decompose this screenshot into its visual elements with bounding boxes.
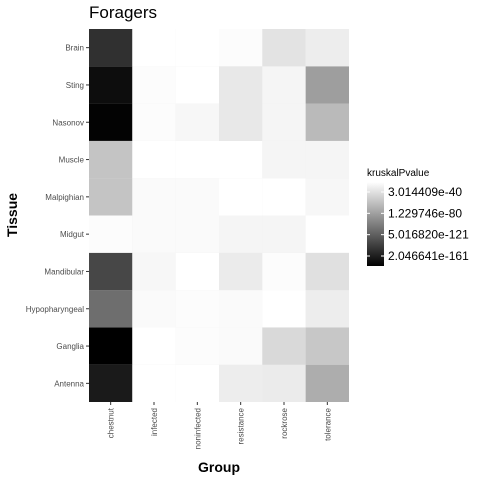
heatmap-cell <box>89 327 133 365</box>
heatmap-cell <box>219 327 263 365</box>
heatmap-cell <box>175 290 219 328</box>
y-tick-label: Malpighian <box>45 193 84 202</box>
heatmap-cell <box>175 66 219 104</box>
heatmap-cell <box>89 215 133 253</box>
heatmap-cell <box>219 178 263 216</box>
heatmap-cell <box>175 103 219 141</box>
heatmap-cell <box>305 66 349 104</box>
heatmap-cell <box>262 178 306 216</box>
heatmap-cell <box>89 252 133 291</box>
legend-title: kruskalPvalue <box>367 168 430 179</box>
heatmap-cell <box>262 103 306 141</box>
x-tick-label: resistance <box>237 407 246 444</box>
y-tick-label: Brain <box>65 44 84 53</box>
x-axis-ticks: chestnut infected noninfected resistance roc… <box>107 402 332 449</box>
heatmap-cell <box>262 252 306 291</box>
heatmap-cell <box>219 140 263 179</box>
heatmap-cell <box>262 215 306 253</box>
legend-label: 5.016820e-121 <box>388 228 469 242</box>
heatmap-cell <box>132 215 176 253</box>
heatmap-cells <box>89 29 349 402</box>
heatmap-cell <box>132 103 176 141</box>
heatmap-cell <box>132 252 176 291</box>
x-tick-label: noninfected <box>193 408 202 449</box>
heatmap-cell <box>305 290 349 328</box>
heatmap-cell <box>219 215 263 253</box>
heatmap-cell <box>175 252 219 291</box>
heatmap-cell <box>89 66 133 104</box>
heatmap-cell <box>89 364 133 402</box>
heatmap-cell <box>305 103 349 141</box>
heatmap-cell <box>132 364 176 402</box>
y-tick-label: Nasonov <box>52 118 84 127</box>
legend-label: 1.229746e-80 <box>388 206 462 220</box>
heatmap-cell <box>219 364 263 402</box>
heatmap-cell <box>89 290 133 328</box>
x-tick-label: rockrose <box>280 407 289 438</box>
heatmap-cell <box>262 327 306 365</box>
heatmap-cell <box>89 103 133 141</box>
heatmap-cell <box>305 364 349 402</box>
heatmap-cell <box>132 327 176 365</box>
heatmap-cell <box>305 252 349 291</box>
x-tick-label: tolerance <box>323 407 332 440</box>
y-tick-label: Ganglia <box>56 342 84 351</box>
y-tick-label: Midgut <box>60 230 85 239</box>
heatmap-cell <box>132 66 176 104</box>
heatmap-cell <box>89 140 133 179</box>
heatmap-cell <box>219 29 263 67</box>
x-axis-title: Group <box>198 459 240 475</box>
heatmap-cell <box>305 178 349 216</box>
heatmap-cell <box>175 327 219 365</box>
heatmap-cell <box>305 140 349 179</box>
heatmap-cell <box>89 29 133 67</box>
heatmap-cell <box>132 29 176 67</box>
heatmap-cell <box>262 29 306 67</box>
legend-label: 3.014409e-40 <box>388 185 462 199</box>
y-tick-label: Sting <box>66 81 84 90</box>
y-axis-ticks: Antenna Ganglia Hypopharyngeal Mandibular Mi… <box>26 44 89 388</box>
legend: kruskalPvalue 3.014409e-40 1.229746e-80 5.… <box>367 168 469 266</box>
heatmap-cell <box>219 252 263 291</box>
heatmap-cell <box>305 29 349 67</box>
y-tick-label: Antenna <box>54 379 84 388</box>
heatmap-cell <box>175 29 219 67</box>
heatmap-cell <box>219 290 263 328</box>
heatmap-cell <box>175 140 219 179</box>
heatmap-cell <box>219 66 263 104</box>
x-tick-label: chestnut <box>107 407 116 438</box>
heatmap-cell <box>262 290 306 328</box>
heatmap-cell <box>132 290 176 328</box>
heatmap-cell <box>305 327 349 365</box>
x-tick-label: infected <box>150 408 159 436</box>
y-axis-title: Tissue <box>4 193 20 237</box>
y-tick-label: Hypopharyngeal <box>26 305 84 314</box>
heatmap-cell <box>305 215 349 253</box>
heatmap-cell <box>219 103 263 141</box>
heatmap-cell <box>132 178 176 216</box>
y-tick-label: Muscle <box>59 156 85 165</box>
chart-title: Foragers <box>89 3 157 22</box>
heatmap-cell <box>262 66 306 104</box>
heatmap-cell <box>262 364 306 402</box>
heatmap-cell <box>262 140 306 179</box>
legend-label: 2.046641e-161 <box>388 249 469 263</box>
heatmap-cell <box>89 178 133 216</box>
heatmap-cell <box>175 178 219 216</box>
legend-ticks: 3.014409e-40 1.229746e-80 5.016820e-121 2.0… <box>367 185 469 263</box>
heatmap-cell <box>175 364 219 402</box>
y-tick-label: Mandibular <box>44 267 84 276</box>
heatmap-cell <box>132 140 176 179</box>
heatmap-cell <box>175 215 219 253</box>
legend-colorbar <box>367 182 384 266</box>
